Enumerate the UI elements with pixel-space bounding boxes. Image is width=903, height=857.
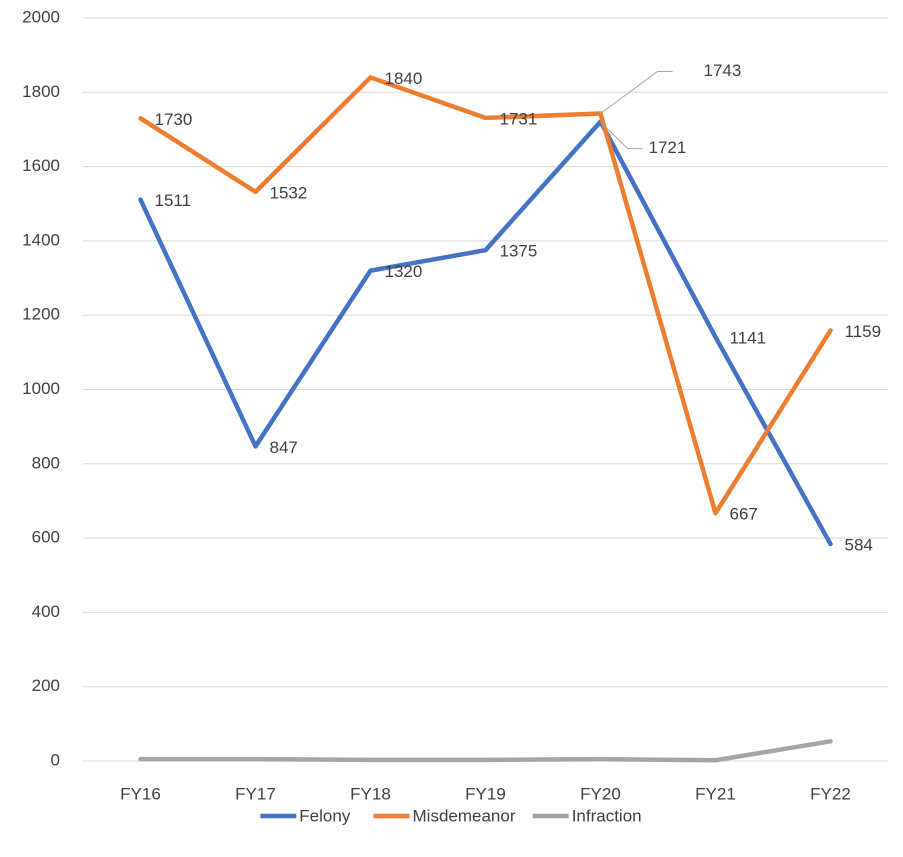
y-tick-label: 1600 — [22, 156, 60, 175]
y-tick-label: 1000 — [22, 379, 60, 398]
x-tick-label: FY21 — [695, 784, 736, 803]
legend-label: Infraction — [572, 806, 642, 825]
data-label: 1532 — [270, 183, 308, 202]
data-label: 1743 — [704, 61, 742, 80]
x-tick-label: FY20 — [580, 784, 621, 803]
legend-label: Felony — [299, 806, 351, 825]
y-tick-label: 2000 — [22, 7, 60, 26]
data-label: 1730 — [155, 110, 193, 129]
series-line — [138, 75, 833, 516]
series-line — [138, 739, 833, 763]
data-label: 1159 — [845, 322, 882, 341]
data-label: 667 — [730, 505, 758, 524]
y-tick-label: 600 — [32, 528, 60, 547]
y-tick-label: 200 — [32, 676, 60, 695]
data-label: 1511 — [155, 191, 192, 210]
data-label: 1375 — [500, 242, 538, 261]
data-label: 1840 — [385, 69, 423, 88]
x-tick-label: FY19 — [465, 784, 506, 803]
data-label: 584 — [845, 536, 873, 555]
data-label: 1320 — [385, 262, 423, 281]
y-tick-label: 400 — [32, 602, 60, 621]
data-label: 1721 — [649, 138, 687, 157]
leader-line — [600, 121, 643, 150]
x-tick-label: FY16 — [120, 784, 161, 803]
series-line — [138, 119, 833, 547]
y-tick-label: 800 — [32, 453, 60, 472]
x-tick-label: FY18 — [350, 784, 391, 803]
data-label: 847 — [270, 438, 298, 457]
leader-line — [600, 70, 673, 114]
x-tick-label: FY17 — [235, 784, 276, 803]
data-label: 1731 — [500, 109, 538, 128]
y-tick-label: 1400 — [22, 230, 60, 249]
y-tick-label: 1200 — [22, 305, 60, 324]
data-label: 1141 — [730, 329, 767, 348]
y-tick-label: 1800 — [22, 82, 60, 101]
y-tick-label: 0 — [51, 750, 60, 769]
x-tick-label: FY22 — [810, 784, 851, 803]
legend-label: Misdemeanor — [413, 806, 516, 825]
